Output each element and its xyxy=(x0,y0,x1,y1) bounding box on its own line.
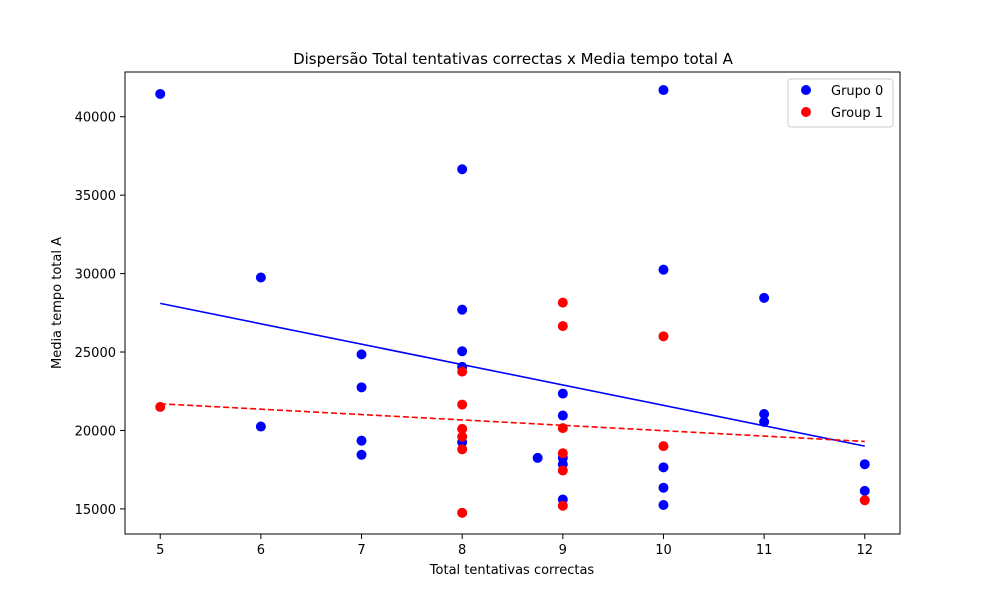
point-group-1 xyxy=(557,321,568,332)
point-group-1 xyxy=(557,423,568,434)
legend-marker-grupo-0 xyxy=(801,85,811,95)
point-group-1 xyxy=(557,448,568,459)
point-group-1 xyxy=(658,331,669,342)
x-axis-title: Total tentativas correctas xyxy=(429,563,595,578)
point-grupo-0 xyxy=(532,452,543,463)
point-group-1 xyxy=(658,441,669,452)
point-group-1 xyxy=(457,431,468,442)
point-grupo-0 xyxy=(859,485,870,496)
y-tick-label: 35000 xyxy=(75,189,116,204)
point-grupo-0 xyxy=(658,499,669,510)
legend-label-group-1: Group 1 xyxy=(831,106,883,121)
x-axis-ticks: 5 6 7 8 9 10 11 12 xyxy=(156,534,873,558)
legend-label-grupo-0: Grupo 0 xyxy=(831,84,883,99)
point-grupo-0 xyxy=(557,410,568,421)
point-group-1 xyxy=(457,507,468,518)
point-group-1 xyxy=(155,401,166,412)
legend: Grupo 0 Group 1 xyxy=(787,78,894,128)
plot-border xyxy=(124,71,901,535)
point-grupo-0 xyxy=(759,292,770,303)
point-grupo-0 xyxy=(356,435,367,446)
x-tick-label: 7 xyxy=(357,543,365,558)
point-grupo-0 xyxy=(457,164,468,175)
point-grupo-0 xyxy=(759,416,770,427)
y-tick-label: 25000 xyxy=(75,346,116,361)
y-tick-label: 20000 xyxy=(75,424,116,439)
x-tick-label: 12 xyxy=(856,543,873,558)
x-tick-label: 8 xyxy=(458,543,466,558)
chart-title: Dispersão Total tentativas correctas x M… xyxy=(293,50,734,68)
point-grupo-0 xyxy=(658,85,669,96)
y-tick-label: 15000 xyxy=(75,503,116,518)
point-group-1 xyxy=(557,465,568,476)
y-axis-title: Media tempo total A xyxy=(50,237,65,369)
point-group-1 xyxy=(557,297,568,308)
point-grupo-0 xyxy=(255,272,266,283)
x-tick-label: 10 xyxy=(655,543,672,558)
point-grupo-0 xyxy=(356,349,367,360)
point-group-1 xyxy=(457,444,468,455)
point-grupo-0 xyxy=(457,346,468,357)
point-grupo-0 xyxy=(759,408,770,419)
point-grupo-0 xyxy=(457,304,468,315)
point-group-1 xyxy=(457,366,468,377)
point-grupo-0 xyxy=(859,459,870,470)
trend-line-grupo-0 xyxy=(160,302,865,447)
point-group-1 xyxy=(557,500,568,511)
legend-marker-group-1 xyxy=(801,107,811,117)
x-tick-label: 11 xyxy=(756,543,773,558)
point-grupo-0 xyxy=(658,264,669,275)
x-tick-label: 9 xyxy=(559,543,567,558)
point-group-1 xyxy=(457,423,468,434)
data-points xyxy=(155,85,870,518)
point-grupo-0 xyxy=(356,449,367,460)
point-group-1 xyxy=(457,399,468,410)
point-grupo-0 xyxy=(255,421,266,432)
x-tick-label: 5 xyxy=(156,543,164,558)
y-axis-ticks: 15000 20000 25000 30000 35000 40000 xyxy=(75,111,125,518)
point-grupo-0 xyxy=(155,88,166,99)
trend-lines xyxy=(160,302,865,447)
plot-area xyxy=(125,72,900,534)
legend-box xyxy=(787,78,894,128)
point-grupo-0 xyxy=(658,482,669,493)
y-tick-label: 30000 xyxy=(75,268,116,283)
y-tick-label: 40000 xyxy=(75,111,116,126)
point-grupo-0 xyxy=(356,382,367,393)
point-grupo-0 xyxy=(658,462,669,473)
point-grupo-0 xyxy=(557,388,568,399)
x-tick-label: 6 xyxy=(257,543,265,558)
trend-line-group-1 xyxy=(160,402,865,443)
point-group-1 xyxy=(859,495,870,506)
